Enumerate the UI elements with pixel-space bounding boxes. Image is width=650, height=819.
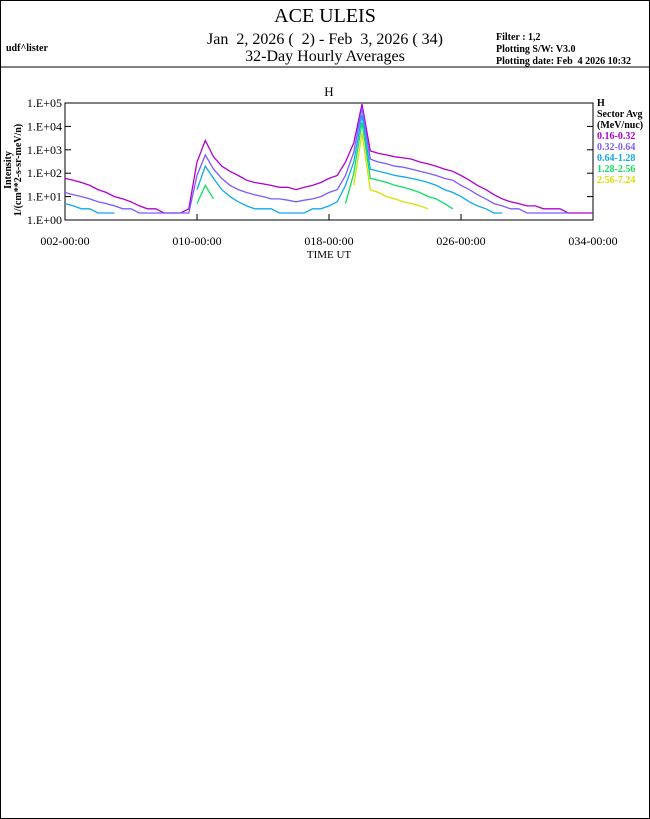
y-tick-label: 1.E+00: [27, 213, 62, 227]
software: Plotting S/W: V3.0: [496, 44, 576, 55]
filter: Filter : 1,2: [496, 32, 541, 43]
subtitle: 32-Day Hourly Averages: [245, 48, 405, 65]
x-tick-label: 034-00:00: [568, 234, 617, 248]
legend-entry: 0.64-1.28: [597, 153, 635, 164]
x-tick-label: 026-00:00: [436, 234, 485, 248]
y-label: Intensity: [3, 151, 14, 189]
x-label: TIME UT: [307, 249, 352, 261]
plot-date: Plotting date: Feb 4 2026 10:32: [496, 56, 631, 67]
x-tick-label: 018-00:00: [304, 234, 353, 248]
series-line: [64, 115, 503, 214]
x-tick-label: 010-00:00: [172, 234, 221, 248]
date-range: Jan 2, 2026 ( 2) - Feb 3, 2026 ( 34): [207, 31, 443, 48]
y-tick-label: 1.E+01: [27, 190, 62, 204]
series-line: [353, 133, 429, 210]
legend-title: (MeV/nuc): [597, 120, 643, 131]
legend-entry: 2.56-7.24: [597, 175, 635, 186]
legend-title: H: [597, 98, 605, 109]
x-tick-label: 002-00:00: [40, 234, 89, 248]
series-line: [64, 108, 569, 214]
plot-title: H: [324, 84, 333, 99]
legend-entry: 0.32-0.64: [597, 142, 635, 153]
y-tick-label: 1.E+02: [27, 166, 62, 180]
series-line: [196, 122, 454, 210]
y-tick-label: 1.E+04: [27, 119, 62, 133]
y-tick-label: 1.E+05: [27, 96, 62, 110]
legend-title: Sector Avg: [597, 109, 642, 120]
y-tick-label: 1.E+03: [27, 143, 62, 157]
title: ACE ULEIS: [274, 5, 376, 27]
legend-entry: 0.16-0.32: [597, 131, 635, 142]
series-line: [64, 103, 593, 214]
y-label: 1/(cm**2-s-sr-meV/n): [13, 124, 24, 216]
legend-entry: 1.28-2.56: [597, 164, 635, 175]
user: udf^lister: [6, 43, 48, 54]
